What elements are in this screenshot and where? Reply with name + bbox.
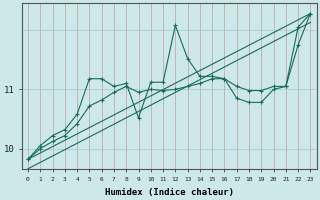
X-axis label: Humidex (Indice chaleur): Humidex (Indice chaleur) [105,188,234,197]
